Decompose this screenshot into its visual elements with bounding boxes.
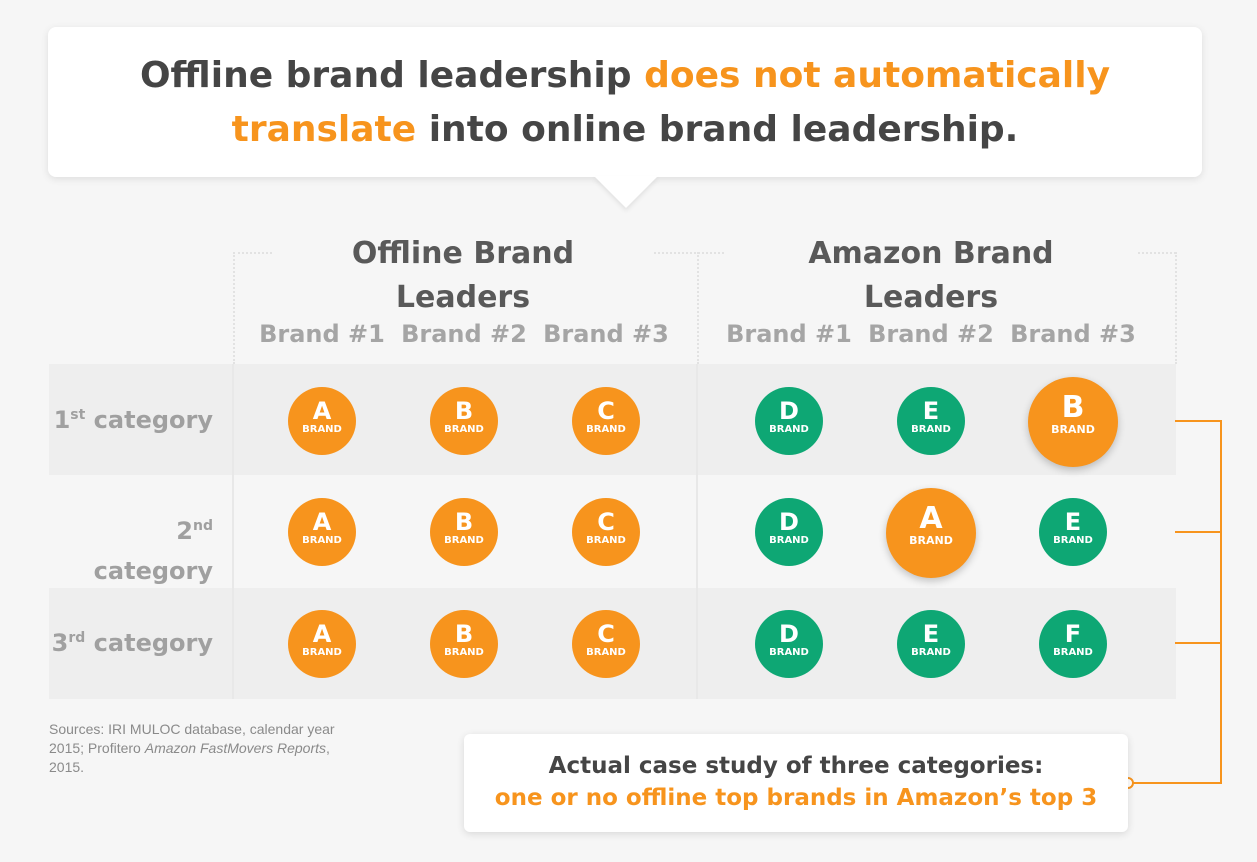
brand-circle-r3-amazon-2: E BRAND (897, 610, 965, 678)
brand-circle-r2-amazon-1: D BRAND (755, 498, 823, 566)
brand-circle-r1-offline-3: C BRAND (572, 387, 640, 455)
bracket-tick-row-3 (1175, 642, 1222, 644)
brand-circle-r3-offline-3: C BRAND (572, 610, 640, 678)
col-header-offline-3: Brand #3 (543, 320, 669, 348)
brand-circle-r3-offline-1: A BRAND (288, 610, 356, 678)
row-label-3: 3rd category (51, 629, 213, 657)
grid-divider-left (232, 364, 234, 699)
grid-divider-left-header (233, 252, 235, 364)
col-header-amazon-1: Brand #1 (726, 320, 852, 348)
bracket-tick-row-2 (1175, 531, 1222, 533)
brand-circle-r2-offline-1: A BRAND (288, 498, 356, 566)
col-header-amazon-3: Brand #3 (1010, 320, 1136, 348)
banner-pointer (594, 176, 658, 208)
brand-circle-r3-offline-2: B BRAND (430, 610, 498, 678)
row-label-2: 2nd category (93, 517, 213, 585)
headline-banner: Offline brand leadership does not automa… (48, 27, 1202, 177)
brand-circle-r1-offline-2: B BRAND (430, 387, 498, 455)
sources-note: Sources: IRI MULOC database, calendar ye… (49, 721, 335, 775)
grid-divider-right-header (1175, 252, 1177, 364)
brand-circle-r1-amazon-3-highlight: B BRAND (1028, 377, 1118, 467)
brand-circle-r2-offline-2: B BRAND (430, 498, 498, 566)
case-study-callout: Actual case study of three categories: o… (464, 734, 1128, 832)
bracket-vertical (1220, 420, 1222, 783)
headline-line-2: translate into online brand leadership. (231, 109, 1019, 150)
brand-circle-r2-offline-3: C BRAND (572, 498, 640, 566)
row-label-1: 1st category (53, 406, 213, 434)
brand-circle-r1-amazon-2: E BRAND (897, 387, 965, 455)
brand-circle-r1-amazon-1: D BRAND (755, 387, 823, 455)
bracket-tick-row-1 (1175, 420, 1222, 422)
brand-circle-r2-amazon-2-highlight: A BRAND (886, 488, 976, 578)
offline-group-title: Offline Brand Leaders (273, 232, 653, 315)
grid-divider-mid-header (697, 252, 699, 364)
brand-circle-r2-amazon-3: E BRAND (1039, 498, 1107, 566)
grid-divider-mid (696, 364, 698, 699)
amazon-group-title: Amazon Brand Leaders (725, 232, 1137, 315)
callout-line-1: Actual case study of three categories: (548, 753, 1044, 779)
brand-circle-r3-amazon-3: F BRAND (1039, 610, 1107, 678)
col-header-offline-1: Brand #1 (259, 320, 385, 348)
callout-line-2: one or no offline top brands in Amazon’s… (494, 785, 1098, 811)
brand-circle-r3-amazon-1: D BRAND (755, 610, 823, 678)
bracket-to-callout (1131, 782, 1222, 784)
header-top-rule (233, 252, 1176, 254)
headline-line-1: Offline brand leadership does not automa… (139, 55, 1111, 96)
brand-circle-r1-offline-1: A BRAND (288, 387, 356, 455)
col-header-amazon-2: Brand #2 (868, 320, 994, 348)
col-header-offline-2: Brand #2 (401, 320, 527, 348)
